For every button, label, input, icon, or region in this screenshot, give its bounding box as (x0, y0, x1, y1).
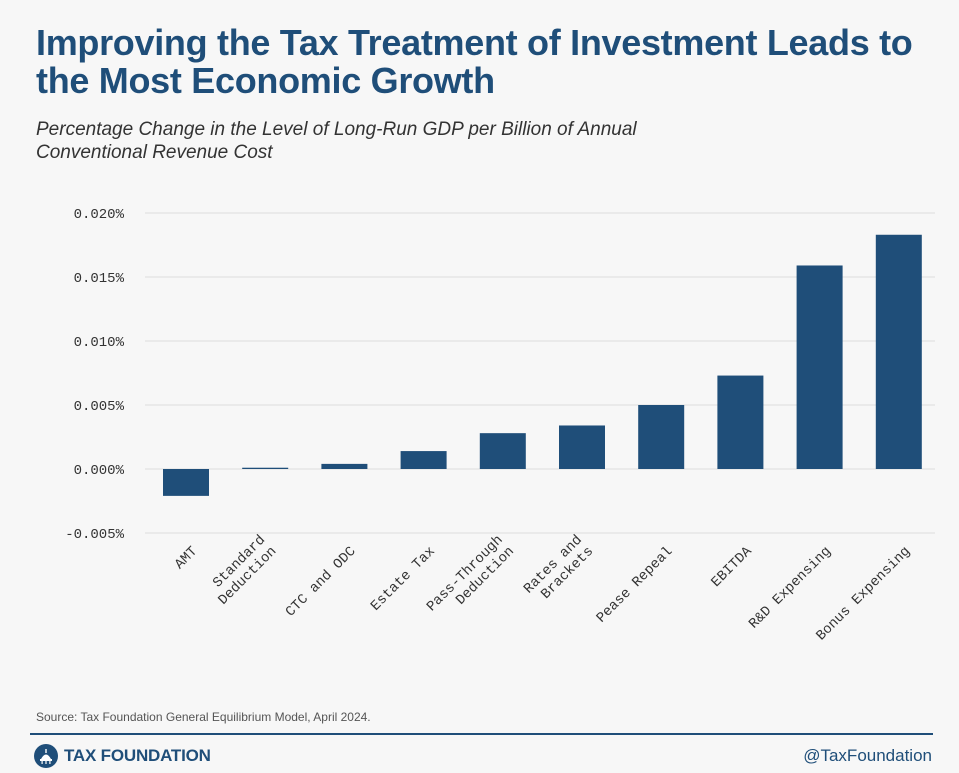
x-category-label: EBITDA (709, 543, 756, 590)
bar (796, 265, 843, 469)
y-tick-label: -0.005% (65, 527, 124, 543)
x-category-label: Pease Repeal (594, 544, 677, 627)
brand-logo-lockup: TAX FOUNDATION (34, 744, 211, 768)
chart-title: Improving the Tax Treatment of Investmen… (36, 22, 913, 101)
bar (242, 467, 289, 469)
bar (638, 405, 685, 469)
bar (163, 469, 209, 496)
x-category-label: AMT (172, 544, 201, 573)
x-category-label-line: AMT (172, 544, 201, 573)
chart-subtitle: Percentage Change in the Level of Long-R… (36, 119, 637, 163)
y-tick-label: 0.020% (74, 207, 125, 223)
footer-divider (30, 733, 933, 735)
x-category-label-line: CTC and ODC (283, 544, 360, 621)
x-category-label-line: Pease Repeal (594, 544, 677, 627)
bar-chart: 0.020% 0.015% 0.010% 0.005% 0.000% -0.005% AM… (65, 207, 935, 644)
y-tick-label: 0.005% (74, 399, 125, 415)
bar (321, 463, 368, 469)
y-tick-label: 0.000% (74, 463, 125, 479)
x-category-label-line: EBITDA (709, 543, 756, 590)
bar (479, 433, 526, 469)
bar (400, 451, 447, 469)
brand-name: TAX FOUNDATION (64, 746, 211, 765)
y-axis-ticks: 0.020% 0.015% 0.010% 0.005% 0.000% -0.005% (65, 207, 124, 543)
bars (163, 234, 922, 496)
x-category-label: CTC and ODC (283, 544, 360, 621)
x-category-label: R&D Expensing (746, 544, 835, 633)
social-handle[interactable]: @TaxFoundation (803, 746, 932, 765)
y-tick-label: 0.010% (74, 335, 125, 351)
y-tick-label: 0.015% (74, 271, 125, 287)
x-category-label-line: R&D Expensing (746, 544, 835, 633)
bar (559, 425, 605, 469)
source-note: Source: Tax Foundation General Equilibri… (36, 710, 371, 724)
bar (717, 375, 764, 469)
capitol-dome-icon (34, 744, 58, 768)
bar (875, 234, 922, 469)
